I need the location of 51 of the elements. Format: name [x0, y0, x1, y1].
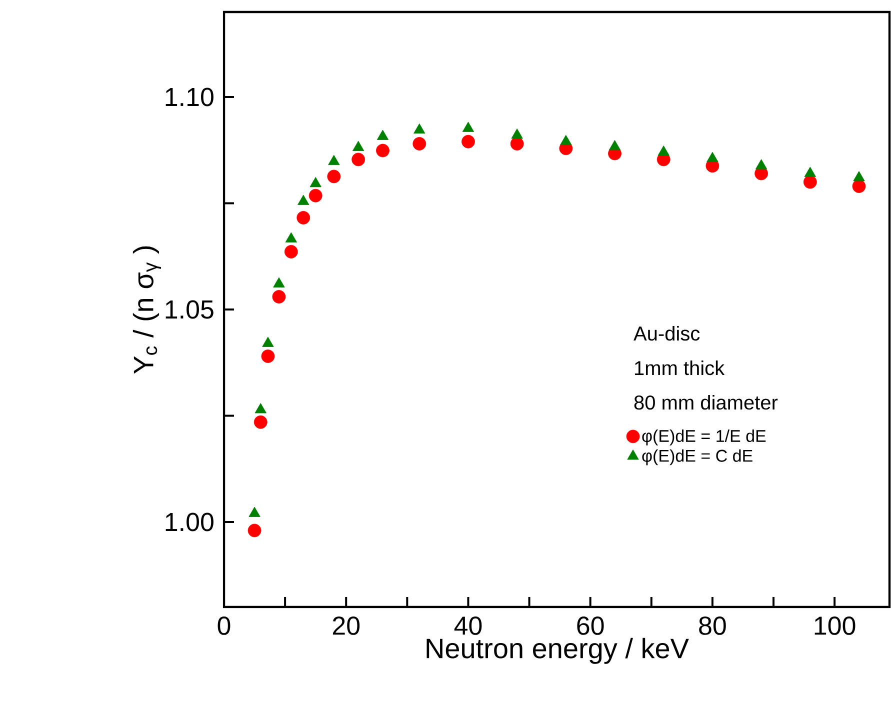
point: [248, 524, 262, 538]
point: [462, 134, 475, 148]
point: [608, 140, 621, 150]
point: [284, 244, 298, 258]
point: [254, 415, 268, 429]
point: [803, 175, 817, 189]
point: [262, 336, 274, 347]
point: [310, 176, 322, 188]
y-tick-label: 1.00: [166, 512, 214, 532]
point: [560, 134, 572, 146]
point: [298, 194, 310, 205]
point: [510, 137, 524, 150]
point: [296, 210, 310, 224]
point: [706, 152, 718, 162]
point: [376, 144, 390, 158]
x-tick-label: 40: [454, 616, 482, 635]
point: [852, 180, 866, 193]
point: [254, 403, 266, 414]
point: [248, 506, 260, 517]
annotation: 80 mm diameter: [634, 394, 778, 410]
y-tick-label: 1.05: [166, 300, 214, 319]
point: [853, 171, 865, 182]
point: [755, 159, 768, 170]
y-tick-label: 1.10: [166, 88, 214, 106]
x-tick-label: 20: [332, 616, 360, 635]
point: [376, 130, 389, 140]
point: [414, 123, 426, 134]
point: [462, 122, 474, 132]
point: [511, 128, 523, 139]
x-axis-title: Neutron energy / keV: [426, 638, 689, 664]
x-tick-label: 100: [814, 616, 856, 635]
legend-label: φ(E)dE = C dE: [642, 449, 752, 466]
point: [804, 166, 816, 177]
x-tick-label: 60: [577, 616, 604, 635]
point: [273, 277, 285, 288]
point: [328, 154, 340, 166]
point: [327, 170, 341, 184]
annotation: 1mm thick: [635, 360, 725, 376]
point: [285, 232, 297, 242]
point: [308, 188, 322, 202]
annotation: Au-disc: [634, 326, 700, 341]
y-axis-title: Y$_{c}$ / (n σ$_{γ}$ ): [132, 246, 162, 374]
point: [352, 152, 366, 166]
legend-label: φ(E)dE = 1/E dE: [642, 430, 766, 446]
x-tick-label: 80: [699, 616, 726, 635]
point: [261, 350, 275, 363]
point: [352, 140, 364, 152]
point: [412, 137, 426, 150]
point: [272, 290, 286, 304]
point: [658, 146, 670, 156]
x-tick-label: 0: [218, 616, 230, 635]
